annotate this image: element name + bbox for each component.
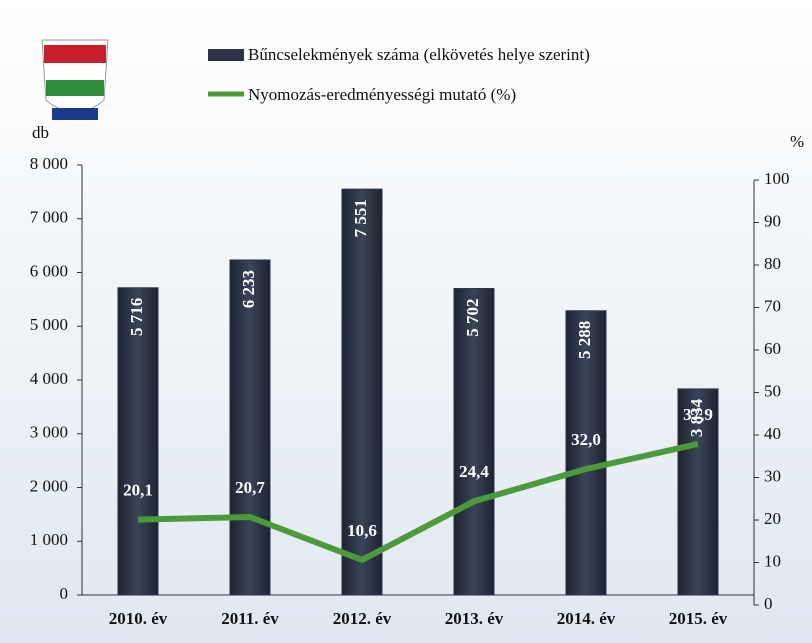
y2-tick-label: 90 [764, 211, 781, 230]
y2-tick-label: 30 [764, 466, 781, 485]
bar [230, 260, 270, 595]
y2-tick-label: 0 [764, 594, 773, 613]
y2-tick-label: 50 [764, 381, 781, 400]
y-tick-label: 0 [60, 584, 69, 603]
bar-value-label: 5 288 [575, 321, 594, 359]
y2-tick-label: 20 [764, 509, 781, 528]
bar-value-label: 5 702 [463, 299, 482, 337]
y2-tick-label: 70 [764, 296, 781, 315]
line-value-label: 20,7 [235, 478, 265, 497]
y2-tick-label: 40 [764, 424, 781, 443]
bar-value-label: 7 551 [351, 199, 370, 237]
legend-label: Bűncselekmények száma (elkövetés helye s… [248, 45, 590, 64]
y-tick-label: 2 000 [30, 476, 68, 495]
y-tick-label: 6 000 [30, 261, 68, 280]
x-tick-label: 2015. év [669, 609, 728, 628]
legend-swatch-bar [208, 49, 244, 61]
line-value-label: 32,0 [571, 430, 601, 449]
line-value-label: 24,4 [459, 462, 489, 481]
legend-label: Nyomozás-eredményességi mutató (%) [248, 85, 516, 104]
x-tick-label: 2013. év [445, 609, 504, 628]
x-tick-label: 2010. év [109, 609, 168, 628]
line-value-label: 37,9 [683, 405, 713, 424]
y-tick-label: 3 000 [30, 423, 68, 442]
y2-tick-label: 10 [764, 551, 781, 570]
x-tick-label: 2012. év [333, 609, 392, 628]
x-tick-label: 2014. év [557, 609, 616, 628]
bar-value-label: 5 716 [127, 298, 146, 336]
bar-value-label: 6 233 [239, 270, 258, 308]
y-tick-label: 7 000 [30, 208, 68, 227]
line-value-label: 10,6 [347, 521, 377, 540]
x-tick-label: 2011. év [221, 609, 279, 628]
y-tick-label: 5 000 [30, 315, 68, 334]
y-tick-label: 1 000 [30, 530, 68, 549]
y2-tick-label: 80 [764, 254, 781, 273]
line-value-label: 20,1 [123, 480, 153, 499]
y-tick-label: 4 000 [30, 369, 68, 388]
y2-tick-label: 100 [764, 169, 790, 188]
y2-axis-label: % [790, 132, 804, 151]
y-axis-label: db [32, 123, 49, 142]
y2-tick-label: 60 [764, 339, 781, 358]
chart: Bűncselekmények száma (elkövetés helye s… [0, 0, 812, 643]
y-tick-label: 8 000 [30, 154, 68, 173]
